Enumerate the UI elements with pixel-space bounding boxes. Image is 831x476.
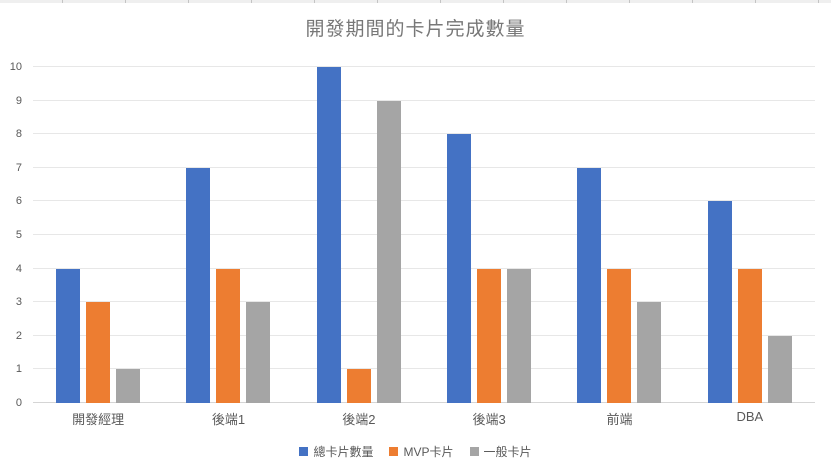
gridline: [33, 166, 815, 168]
gridline: [33, 200, 815, 202]
legend-swatch-icon: [389, 447, 399, 456]
gridline: [33, 66, 815, 67]
legend: 總卡片數量 MVP卡片 一般卡片: [0, 443, 831, 460]
x-axis-category-label: DBA: [736, 409, 764, 424]
bar-groups: [33, 67, 815, 403]
bar-MVP卡片-後端1[interactable]: [216, 268, 241, 403]
bar-MVP卡片-DBA[interactable]: [737, 268, 762, 403]
x-axis-category-label: 前端: [606, 412, 633, 427]
x-axis-category-label: 後端2: [342, 412, 376, 427]
legend-item-MVP卡片[interactable]: MVP卡片: [389, 443, 454, 460]
bar-group-後端2: [294, 67, 424, 403]
y-axis-tick-label: 6: [15, 195, 22, 208]
legend-label: MVP卡片: [403, 445, 454, 459]
gridline: [33, 368, 815, 370]
legend-label: 一般卡片: [483, 445, 532, 459]
bar-group-後端1: [163, 67, 293, 403]
gridline: [33, 301, 815, 303]
legend-label: 總卡片數量: [313, 445, 374, 459]
plot-area: [33, 66, 815, 403]
x-axis-line: [33, 402, 815, 403]
bar-一般卡片-後端3[interactable]: [507, 268, 532, 403]
y-axis-tick-label: 10: [9, 61, 22, 73]
bar-一般卡片-DBA[interactable]: [767, 335, 792, 403]
bar-group-開發經理: [33, 67, 163, 403]
bar-總卡片數量-後端3[interactable]: [447, 134, 472, 403]
legend-item-一般卡片[interactable]: 一般卡片: [469, 443, 532, 460]
chart-title[interactable]: 開發期間的卡片完成數量: [305, 19, 526, 40]
bar-一般卡片-後端1[interactable]: [246, 302, 271, 403]
bar-MVP卡片-前端[interactable]: [607, 268, 632, 403]
bar-總卡片數量-後端2[interactable]: [316, 67, 341, 403]
window-edge-strip: [0, 0, 831, 3]
x-axis-category-label: 後端1: [211, 412, 246, 427]
bar-group-後端3: [424, 67, 554, 403]
legend-swatch-icon: [299, 447, 309, 456]
y-axis-tick-label: 2: [15, 329, 22, 342]
bar-總卡片數量-開發經理[interactable]: [56, 268, 81, 403]
x-axis-category-label: 後端3: [472, 412, 506, 427]
x-axis: 開發經理 後端1 後端2 後端3 前端 DBA: [33, 409, 815, 428]
bar-一般卡片-開發經理[interactable]: [116, 369, 141, 403]
y-axis-tick-label: 7: [15, 161, 22, 174]
bar-group-前端: [554, 67, 684, 403]
legend-swatch-icon: [469, 447, 479, 456]
y-axis-tick-label: 3: [15, 296, 22, 309]
gridline: [33, 133, 815, 135]
bar-一般卡片-後端2[interactable]: [376, 100, 401, 403]
y-axis-tick-label: 1: [15, 363, 22, 376]
gridline: [33, 234, 815, 235]
gridline: [33, 99, 815, 101]
y-axis-tick-label: 9: [15, 94, 22, 107]
bar-總卡片數量-後端1[interactable]: [186, 167, 211, 403]
gridline: [33, 334, 815, 336]
bar-總卡片數量-前端[interactable]: [577, 167, 602, 403]
bar-MVP卡片-後端3[interactable]: [477, 268, 502, 403]
y-axis-tick-label: 0: [15, 397, 22, 409]
legend-item-總卡片數量[interactable]: 總卡片數量: [299, 443, 373, 460]
y-axis-tick-label: 5: [15, 229, 22, 241]
bar-總卡片數量-DBA[interactable]: [707, 201, 732, 403]
gridline: [33, 267, 815, 269]
y-axis: 0 1 2 3 4 5 6 7 8 9 10: [0, 61, 22, 409]
bar-MVP卡片-開發經理[interactable]: [86, 302, 111, 403]
bar-group-DBA: [685, 67, 815, 403]
bar-一般卡片-前端[interactable]: [637, 302, 662, 403]
y-axis-tick-label: 8: [15, 128, 22, 141]
x-axis-category-label: 開發經理: [72, 412, 125, 427]
bar-MVP卡片-後端2[interactable]: [346, 369, 371, 403]
y-axis-tick-label: 4: [15, 262, 22, 275]
